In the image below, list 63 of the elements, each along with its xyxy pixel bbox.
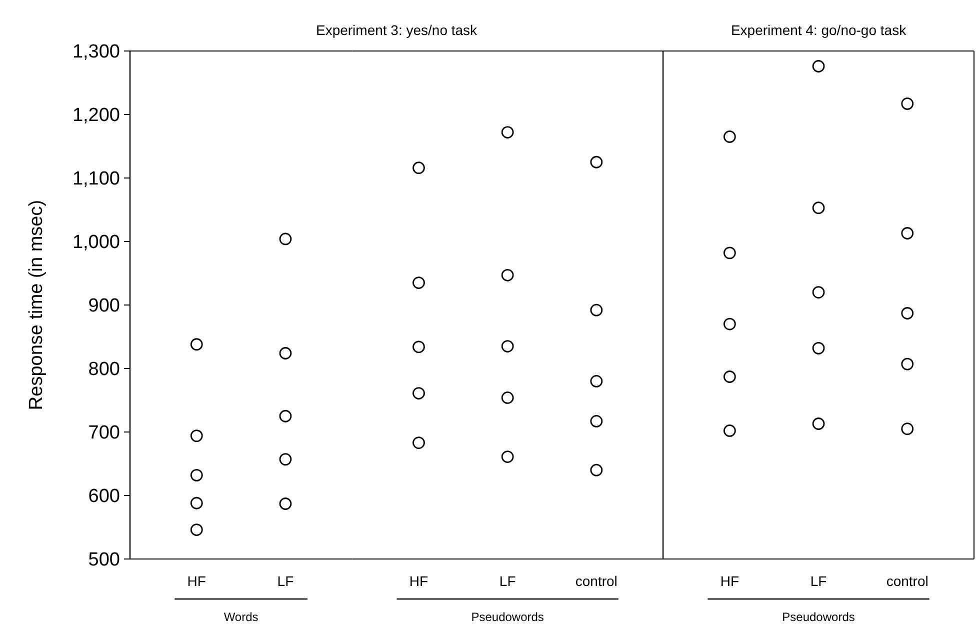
x-tick-label: LF [277,573,294,589]
chart-title: Experiment 4: go/no-go task [730,22,908,38]
point [723,130,736,143]
point [279,453,292,466]
y-tick-label: 700 [88,422,120,444]
point [412,276,425,289]
point [723,318,736,330]
x-tick-label: HF [187,573,206,589]
text: Experiment 3: yes/no task [316,22,478,38]
point [812,60,825,72]
point [190,468,203,482]
point [501,450,514,463]
point [901,307,914,320]
point [723,246,736,260]
point [590,304,603,316]
y-tick-label: 500 [88,550,120,571]
point [190,430,203,442]
y-tick-label: 1,300 [72,42,120,63]
point [279,410,292,422]
point [412,436,425,449]
point [190,496,203,510]
point [412,340,425,354]
point [590,156,603,168]
point [412,162,425,174]
y-tick-label: 1,200 [72,105,120,126]
point [812,286,825,298]
point [279,347,292,360]
point [590,375,603,388]
point [812,342,825,354]
x-axis-title: Pseudowords [782,610,855,624]
x-tick-label: control [886,573,928,589]
x-axis-title: Words [224,610,258,624]
point [501,340,514,352]
point [590,415,603,428]
point [590,464,603,476]
y-tick-label: 600 [88,486,120,508]
point [901,227,914,240]
y-tick-label: 1,000 [72,232,120,254]
point [412,387,425,400]
x-tick-label: LF [810,573,827,589]
point [501,126,514,138]
x-tick-label: LF [499,573,516,589]
point [190,338,203,351]
point [901,98,914,110]
point [501,268,514,282]
point [279,498,292,510]
x-axis-title: Pseudowords [471,610,544,624]
y-tick-label: 1,100 [72,168,120,190]
x-tick-label: HF [409,573,428,589]
x-tick-label: control [575,573,618,589]
point [812,418,825,430]
point [723,370,736,383]
point [279,232,292,246]
point [901,358,914,370]
point [190,524,203,536]
point [501,392,514,404]
y-axis-title: Response time (in msec) [26,200,47,410]
point [723,424,736,437]
y-tick-label: 800 [88,359,120,380]
point [812,202,825,214]
point [901,422,914,436]
y-tick-label: 900 [88,296,120,317]
x-tick-label: HF [720,573,740,589]
